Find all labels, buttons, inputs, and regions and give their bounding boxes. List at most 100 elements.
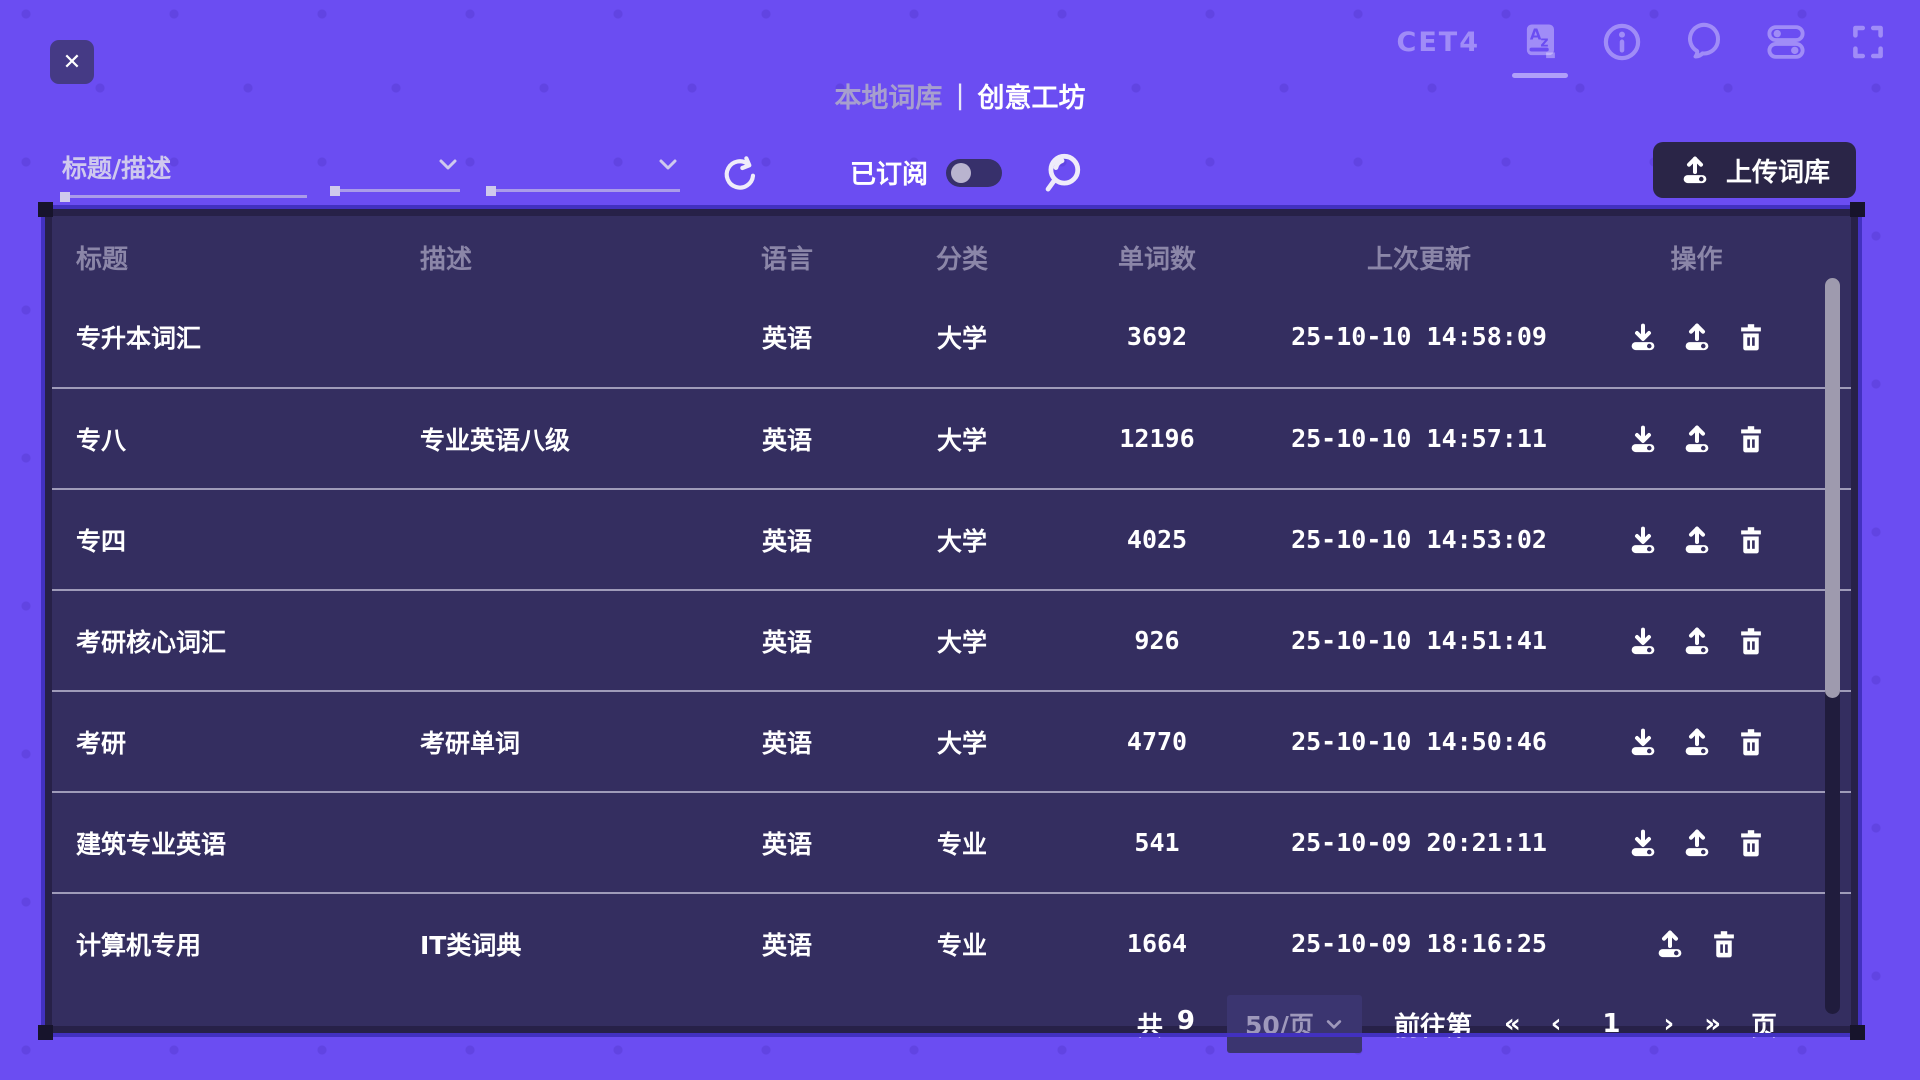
row-lang: 英语 bbox=[761, 728, 812, 758]
chevron-down-icon bbox=[1326, 1020, 1342, 1029]
next-page-button[interactable]: › bbox=[1663, 1009, 1674, 1039]
title-divider: | bbox=[955, 80, 965, 111]
upload-icon[interactable] bbox=[1680, 422, 1714, 456]
upload-icon[interactable] bbox=[1680, 320, 1714, 354]
total-value: 9 bbox=[1176, 1005, 1196, 1036]
upload-icon[interactable] bbox=[1653, 927, 1687, 961]
subscribed-toggle[interactable] bbox=[946, 158, 1003, 187]
delete-icon[interactable] bbox=[1707, 927, 1741, 961]
header-count: 单词数 bbox=[1117, 244, 1196, 275]
row-actions bbox=[1582, 422, 1851, 456]
search-icon[interactable] bbox=[1038, 148, 1088, 198]
last-page-button[interactable]: » bbox=[1704, 1009, 1721, 1039]
delete-icon[interactable] bbox=[1734, 725, 1768, 759]
row-cat: 专业 bbox=[936, 930, 987, 960]
header-lang: 语言 bbox=[760, 244, 813, 275]
refresh-icon[interactable] bbox=[718, 152, 762, 196]
chat-icon[interactable] bbox=[1682, 20, 1726, 64]
total-prefix: 共 bbox=[1136, 1011, 1163, 1042]
download-icon[interactable] bbox=[1626, 624, 1660, 658]
close-button[interactable]: ✕ bbox=[50, 40, 94, 84]
row-updated: 25-10-10 14:51:41 bbox=[1291, 626, 1547, 655]
active-nav-underline bbox=[1512, 73, 1568, 78]
resize-handle[interactable] bbox=[38, 1025, 53, 1040]
row-updated: 25-10-09 18:16:25 bbox=[1291, 929, 1547, 958]
row-desc: IT类词典 bbox=[420, 930, 522, 960]
resize-handle[interactable] bbox=[38, 202, 53, 217]
row-lang: 英语 bbox=[761, 829, 812, 859]
upload-button-label: 上传词库 bbox=[1725, 157, 1830, 188]
download-icon[interactable] bbox=[1626, 725, 1660, 759]
delete-icon[interactable] bbox=[1734, 624, 1768, 658]
table-row: 专四 英语 大学 4025 25-10-10 14:53:02 bbox=[52, 488, 1851, 589]
download-icon[interactable] bbox=[1626, 826, 1660, 860]
toggle-knob bbox=[951, 162, 972, 183]
table-row: 建筑专业英语 英语 专业 541 25-10-09 20:21:11 bbox=[52, 791, 1851, 892]
title-desc-search-field[interactable] bbox=[60, 154, 307, 202]
row-cat: 专业 bbox=[936, 829, 987, 859]
table-row: 考研核心词汇 英语 大学 926 25-10-10 14:51:41 bbox=[52, 589, 1851, 690]
prev-page-button[interactable]: ‹ bbox=[1550, 1009, 1562, 1039]
search-input[interactable] bbox=[62, 154, 307, 183]
row-cat: 大学 bbox=[936, 627, 987, 657]
scrollbar-thumb[interactable] bbox=[1825, 278, 1840, 698]
row-desc: 专业英语八级 bbox=[420, 425, 571, 455]
row-count: 3692 bbox=[1126, 322, 1188, 351]
upload-icon[interactable] bbox=[1680, 725, 1714, 759]
info-icon[interactable] bbox=[1600, 20, 1644, 64]
upload-icon[interactable] bbox=[1680, 523, 1714, 557]
download-icon[interactable] bbox=[1626, 320, 1660, 354]
fullscreen-icon[interactable] bbox=[1846, 20, 1890, 64]
chevron-down-icon bbox=[659, 159, 677, 169]
upload-library-button[interactable]: 上传词库 bbox=[1652, 142, 1856, 198]
tab-local-library[interactable]: 本地词库 bbox=[834, 83, 943, 114]
row-cat: 大学 bbox=[936, 323, 987, 353]
resize-handle[interactable] bbox=[1850, 202, 1865, 217]
page-size-value: 50/页 bbox=[1245, 1011, 1314, 1040]
delete-icon[interactable] bbox=[1734, 826, 1768, 860]
row-updated: 25-10-10 14:53:02 bbox=[1291, 525, 1547, 554]
row-updated: 25-10-10 14:57:11 bbox=[1291, 424, 1547, 453]
page-size-select[interactable]: 50/页 bbox=[1227, 995, 1362, 1053]
download-icon[interactable] bbox=[1626, 523, 1660, 557]
delete-icon[interactable] bbox=[1734, 320, 1768, 354]
header-cat: 分类 bbox=[935, 244, 988, 275]
scrollbar-track[interactable] bbox=[1825, 278, 1840, 1014]
row-title: 考研核心词汇 bbox=[76, 627, 227, 657]
table-header-row: 标题 描述 语言 分类 单词数 上次更新 操作 bbox=[52, 216, 1851, 286]
tab-creative-workshop[interactable]: 创意工坊 bbox=[977, 83, 1086, 114]
delete-icon[interactable] bbox=[1734, 523, 1768, 557]
delete-icon[interactable] bbox=[1734, 422, 1768, 456]
row-count: 4770 bbox=[1126, 727, 1188, 756]
upload-icon[interactable] bbox=[1680, 624, 1714, 658]
table-row: 计算机专用 IT类词典 英语 专业 1664 25-10-09 18:16:25 bbox=[52, 892, 1851, 993]
row-updated: 25-10-10 14:50:46 bbox=[1291, 727, 1547, 756]
row-title: 建筑专业英语 bbox=[76, 829, 227, 859]
upload-icon[interactable] bbox=[1680, 826, 1714, 860]
row-cat: 大学 bbox=[936, 728, 987, 758]
table-row: 专升本词汇 英语 大学 3692 25-10-10 14:58:09 bbox=[52, 286, 1851, 387]
row-count: 4025 bbox=[1126, 525, 1188, 554]
row-lang: 英语 bbox=[761, 425, 812, 455]
filter-select-2[interactable] bbox=[486, 154, 680, 196]
resize-handle[interactable] bbox=[1850, 1025, 1865, 1040]
svg-text:A: A bbox=[1530, 25, 1542, 43]
header-desc: 描述 bbox=[420, 244, 473, 275]
current-page-input[interactable]: 1 bbox=[1602, 1009, 1621, 1039]
row-title: 专四 bbox=[76, 526, 127, 556]
row-cat: 大学 bbox=[936, 526, 987, 556]
dictionary-icon[interactable]: A z bbox=[1512, 20, 1568, 78]
subscribed-label: 已订阅 bbox=[850, 160, 929, 190]
settings-toggles-icon[interactable] bbox=[1764, 20, 1808, 64]
table-row: 考研 考研单词 英语 大学 4770 25-10-10 14:50:46 bbox=[52, 690, 1851, 791]
row-actions bbox=[1582, 725, 1851, 759]
filter-select-1[interactable] bbox=[330, 154, 460, 196]
row-title: 专升本词汇 bbox=[76, 323, 202, 353]
download-icon[interactable] bbox=[1626, 422, 1660, 456]
first-page-button[interactable]: « bbox=[1503, 1009, 1521, 1039]
row-count: 1664 bbox=[1126, 929, 1188, 958]
row-lang: 英语 bbox=[761, 526, 812, 556]
row-title: 专八 bbox=[76, 425, 127, 455]
row-title: 计算机专用 bbox=[76, 930, 202, 960]
